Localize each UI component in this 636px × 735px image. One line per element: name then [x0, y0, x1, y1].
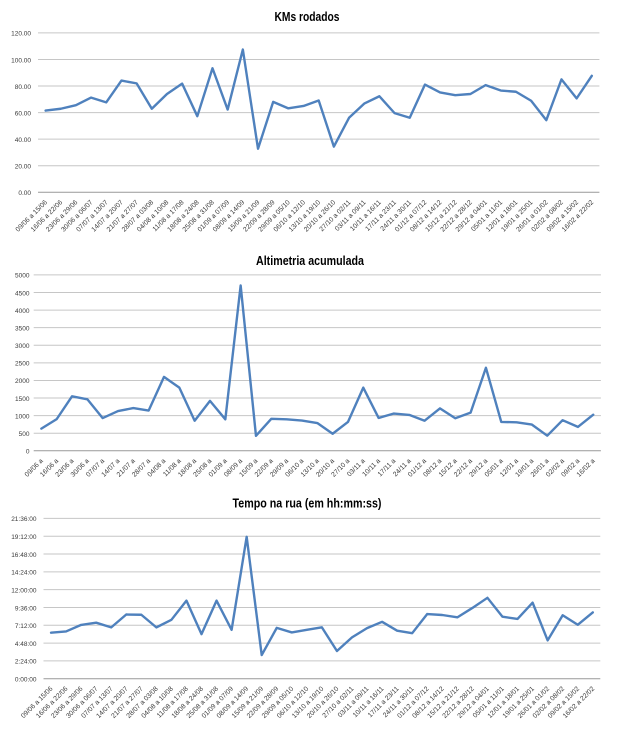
svg-text:7:12:00: 7:12:00	[15, 623, 37, 630]
svg-text:3000: 3000	[15, 343, 30, 350]
svg-text:9:36:00: 9:36:00	[15, 605, 37, 612]
svg-text:40.00: 40.00	[15, 137, 32, 144]
svg-text:60.00: 60.00	[15, 110, 32, 117]
svg-text:4500: 4500	[15, 290, 30, 297]
svg-text:100.00: 100.00	[11, 57, 31, 64]
svg-text:120.00: 120.00	[11, 31, 31, 38]
svg-text:1000: 1000	[15, 413, 30, 420]
svg-text:3500: 3500	[15, 325, 30, 332]
svg-text:0.00: 0.00	[18, 190, 31, 197]
svg-text:0:00:00: 0:00:00	[15, 677, 37, 684]
svg-text:12:00:00: 12:00:00	[11, 587, 37, 594]
svg-text:16:48:00: 16:48:00	[11, 552, 37, 559]
svg-text:1500: 1500	[15, 396, 30, 403]
svg-text:2:24:00: 2:24:00	[15, 659, 37, 666]
svg-text:Altimetria acumulada: Altimetria acumulada	[256, 254, 365, 268]
svg-text:5000: 5000	[15, 273, 30, 280]
svg-text:20.00: 20.00	[15, 164, 32, 171]
svg-text:4000: 4000	[15, 308, 30, 315]
svg-text:KMs rodados: KMs rodados	[275, 10, 340, 24]
svg-text:Tempo na rua (em hh:mm:ss): Tempo na rua (em hh:mm:ss)	[233, 497, 382, 511]
svg-text:14:24:00: 14:24:00	[11, 570, 37, 577]
svg-text:4:48:00: 4:48:00	[15, 641, 37, 648]
svg-text:2000: 2000	[15, 378, 30, 385]
svg-text:19:12:00: 19:12:00	[11, 534, 37, 541]
svg-text:500: 500	[19, 431, 30, 438]
svg-text:21:36:00: 21:36:00	[11, 516, 37, 523]
svg-text:80.00: 80.00	[15, 84, 32, 91]
svg-text:2500: 2500	[15, 361, 30, 368]
svg-text:0: 0	[26, 449, 30, 456]
